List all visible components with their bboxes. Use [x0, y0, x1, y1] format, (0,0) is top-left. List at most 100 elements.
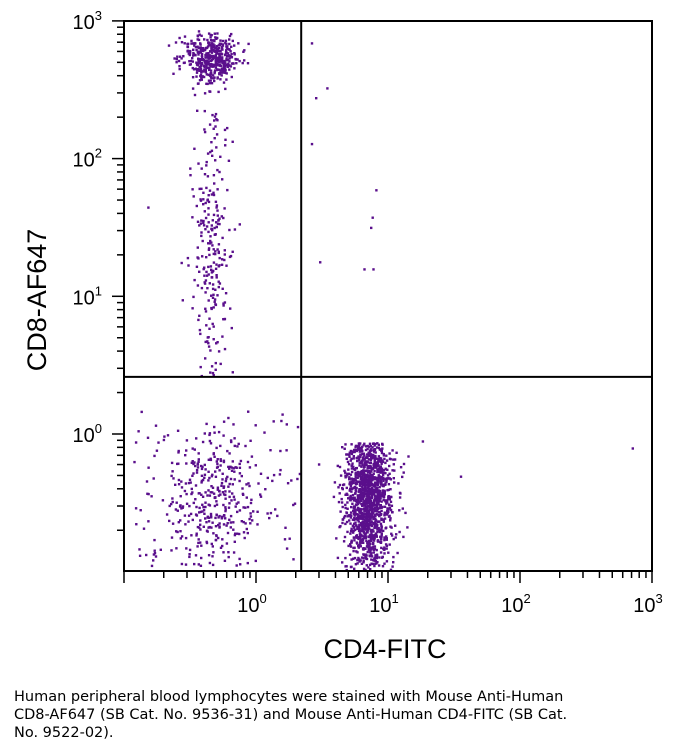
data-point	[359, 508, 363, 511]
data-point	[218, 522, 221, 525]
data-point	[354, 471, 358, 475]
data-point	[208, 476, 211, 480]
data-point	[356, 527, 359, 531]
data-point	[371, 442, 375, 445]
data-point	[175, 501, 178, 504]
data-point	[205, 541, 209, 545]
data-point	[232, 467, 235, 470]
data-point	[222, 551, 225, 554]
data-point	[212, 374, 215, 377]
data-point	[196, 525, 200, 529]
data-point	[152, 559, 155, 562]
data-point	[227, 551, 230, 554]
data-point	[375, 522, 378, 525]
data-point	[357, 546, 360, 549]
y-tick-label: 100	[73, 421, 102, 447]
data-point	[196, 51, 199, 54]
data-point	[372, 484, 375, 488]
data-point	[362, 557, 365, 560]
data-point	[226, 45, 229, 48]
data-point	[357, 455, 360, 458]
data-point	[353, 556, 357, 560]
data-point	[374, 488, 377, 491]
data-point	[358, 528, 361, 531]
data-point	[391, 511, 394, 514]
data-point	[201, 495, 205, 498]
data-point	[154, 424, 158, 427]
data-point	[202, 64, 205, 67]
data-point	[243, 536, 246, 540]
data-point	[259, 472, 263, 475]
data-point	[285, 449, 288, 452]
data-point	[203, 432, 206, 435]
data-point	[203, 476, 206, 479]
data-point	[207, 554, 211, 557]
data-point	[379, 471, 382, 474]
data-point	[208, 561, 212, 565]
data-point	[192, 501, 195, 505]
data-point	[210, 45, 213, 48]
data-point	[186, 256, 190, 260]
data-point	[212, 191, 215, 194]
data-point	[190, 534, 193, 537]
data-point	[353, 468, 357, 472]
data-point	[216, 168, 219, 172]
data-point	[380, 500, 383, 503]
data-point	[147, 206, 150, 209]
data-point	[358, 517, 361, 520]
data-point	[352, 455, 355, 458]
data-point	[278, 473, 282, 476]
data-point	[374, 442, 377, 446]
data-point	[193, 147, 196, 150]
data-point	[201, 440, 205, 444]
data-point	[207, 273, 210, 276]
data-point	[263, 431, 266, 434]
data-point	[211, 113, 214, 117]
data-point	[364, 568, 367, 572]
data-point	[367, 545, 371, 548]
data-point	[356, 459, 359, 463]
data-point	[368, 482, 371, 485]
data-point	[171, 497, 174, 500]
data-point	[200, 467, 204, 471]
data-point	[373, 459, 376, 462]
data-point	[381, 460, 385, 464]
data-point	[373, 497, 377, 500]
data-point	[370, 534, 374, 537]
data-point	[140, 410, 143, 414]
data-point	[382, 454, 386, 457]
data-point	[365, 557, 369, 561]
data-point	[177, 478, 181, 482]
data-point	[388, 514, 391, 518]
data-point	[199, 541, 202, 544]
data-point	[353, 522, 356, 525]
x-axis-ticks	[123, 571, 653, 583]
data-point	[374, 456, 377, 460]
data-point	[213, 69, 217, 72]
data-point	[341, 561, 344, 564]
data-point	[228, 42, 231, 46]
data-point	[375, 562, 378, 565]
data-point	[385, 560, 389, 563]
data-point	[355, 550, 358, 553]
data-point	[182, 55, 185, 58]
data-point	[348, 489, 351, 492]
data-point	[369, 514, 372, 517]
data-point	[222, 485, 226, 488]
data-point	[221, 56, 224, 59]
data-point	[176, 55, 179, 58]
data-point	[217, 44, 220, 47]
data-point	[210, 149, 214, 152]
data-point	[368, 484, 371, 488]
data-point	[178, 67, 181, 71]
data-point	[356, 456, 359, 460]
data-point	[227, 555, 230, 559]
data-point	[365, 564, 368, 567]
data-point	[366, 519, 370, 522]
data-point	[223, 258, 226, 262]
data-point	[341, 446, 344, 449]
data-point	[203, 92, 207, 95]
data-point	[216, 462, 219, 466]
data-point	[365, 530, 369, 533]
